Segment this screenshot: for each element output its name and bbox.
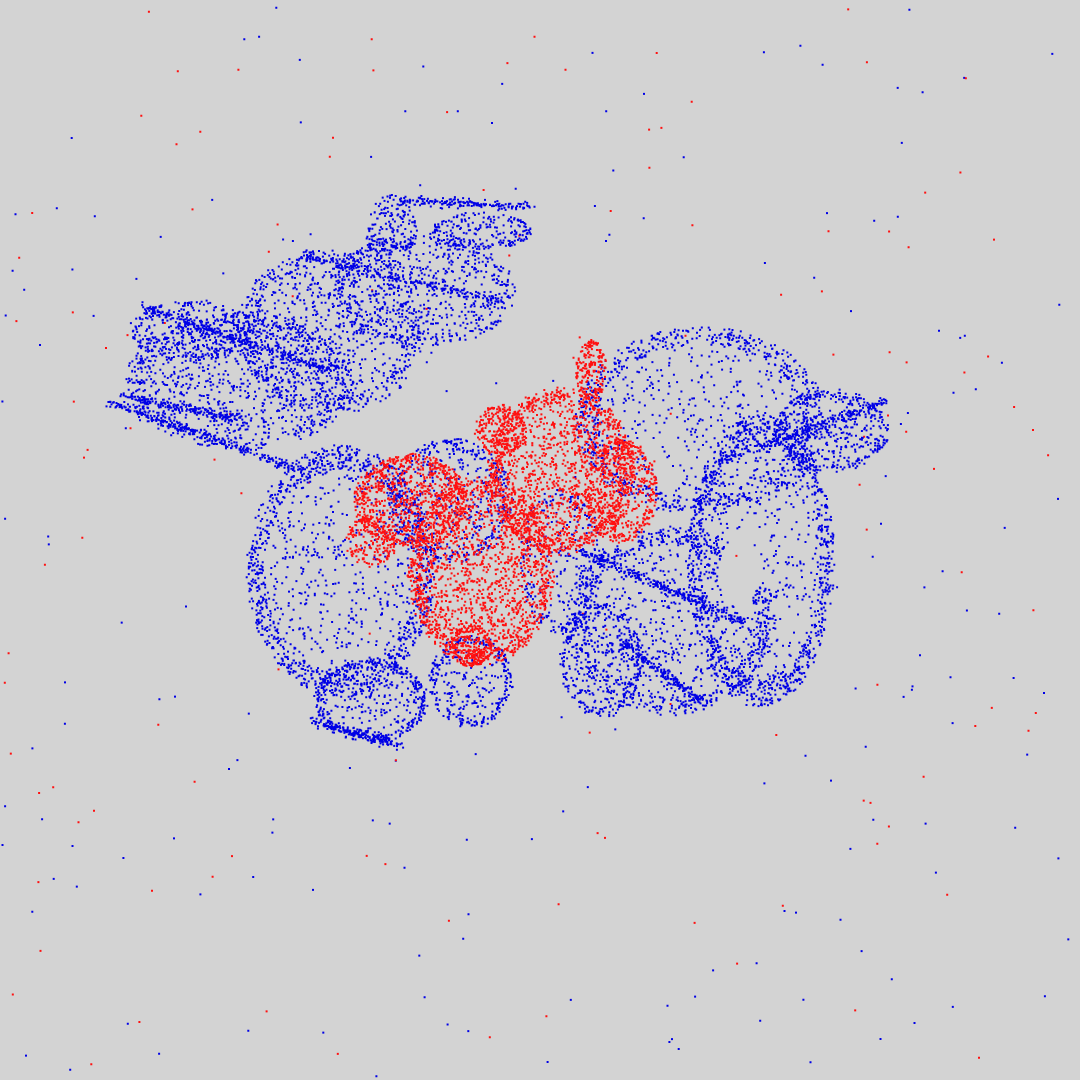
target-cloud [345, 339, 658, 668]
target-cloud-points [345, 339, 658, 668]
source-cloud [105, 194, 889, 751]
source-cloud-points [105, 194, 889, 751]
